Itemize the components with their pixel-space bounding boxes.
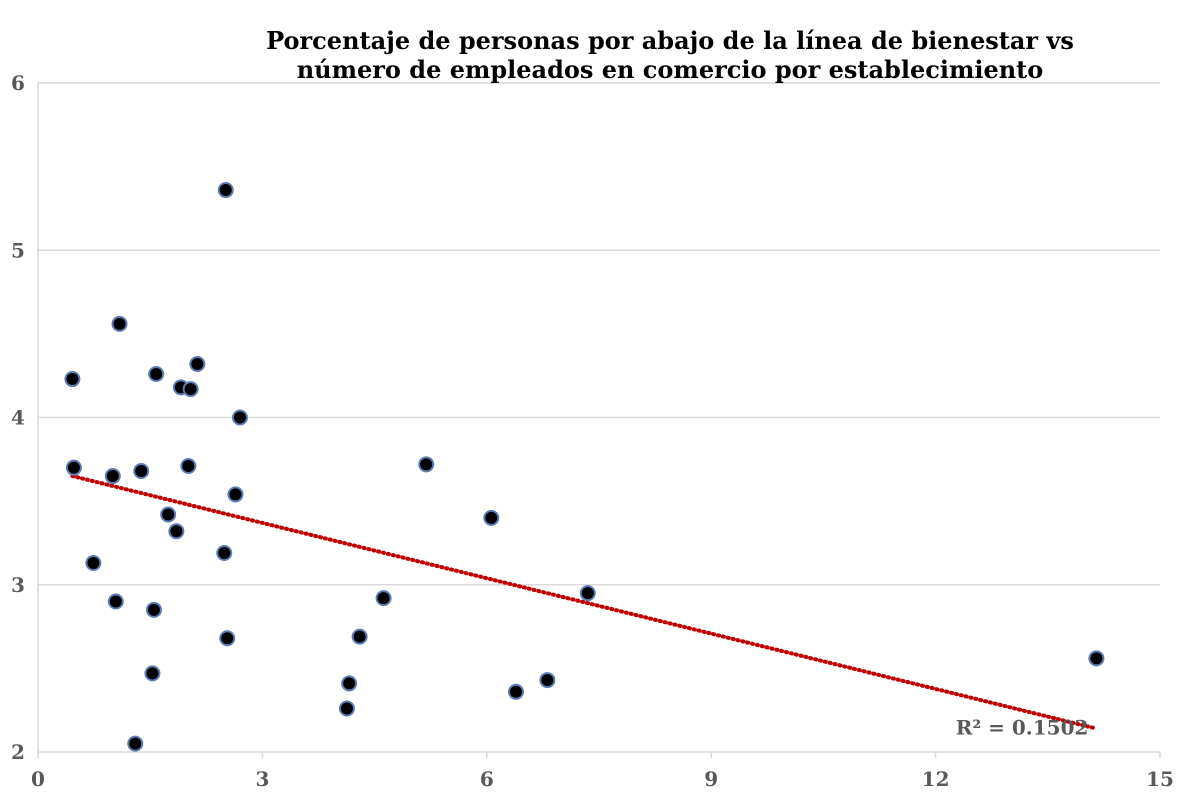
data-point-22 [338,700,355,717]
chart-title-line-1: Porcentaje de personas por abajo de la l… [266,26,1074,55]
data-point-27 [483,509,500,526]
y-tick-label-5: 5 [11,238,25,262]
x-tick-label-9: 9 [704,767,718,791]
data-point-14 [180,458,197,475]
chart-title-line-2: número de empleados en comercio por esta… [296,55,1044,84]
data-point-9 [145,601,162,618]
x-tick-label-15: 15 [1146,767,1174,791]
data-point-24 [351,628,368,645]
data-point-10 [148,366,165,383]
grid-lines [38,82,1160,586]
data-point-2 [85,555,102,572]
data-point-30 [579,585,596,602]
data-point-23 [341,675,358,692]
data-point-29 [539,672,556,689]
data-point-0 [64,371,81,388]
data-point-3 [104,468,121,485]
data-point-5 [111,315,128,332]
x-tick-label-12: 12 [922,767,950,791]
x-tick-label-0: 0 [31,767,45,791]
data-points [64,182,1105,752]
data-point-1 [65,459,82,476]
data-point-7 [133,463,150,480]
data-point-21 [231,409,248,426]
data-point-17 [216,544,233,561]
data-point-31 [1088,650,1105,667]
x-tick-label-6: 6 [480,767,494,791]
trendline-layer [70,474,1099,731]
y-tick-label-6: 6 [11,71,25,95]
data-point-25 [375,590,392,607]
x-tick-label-3: 3 [255,767,269,791]
data-point-6 [127,735,144,752]
data-point-8 [144,665,161,682]
data-point-4 [107,593,124,610]
axes [37,83,1161,758]
r-squared-label: R² = 0.1502 [956,716,1089,740]
tick-labels: 2 3 4 5 6 0 3 6 9 12 15 R² = 0.1502 [11,71,1174,791]
y-tick-label-4: 4 [11,406,25,430]
data-point-28 [507,683,524,700]
data-point-11 [160,506,177,523]
data-point-15 [182,381,199,398]
data-point-18 [217,182,234,199]
data-point-12 [168,523,185,540]
trendline [70,474,1099,731]
data-point-26 [418,456,435,473]
y-tick-label-2: 2 [11,740,25,764]
y-tick-label-3: 3 [11,573,25,597]
data-point-16 [189,355,206,372]
data-point-19 [219,630,236,647]
data-point-20 [227,486,244,503]
